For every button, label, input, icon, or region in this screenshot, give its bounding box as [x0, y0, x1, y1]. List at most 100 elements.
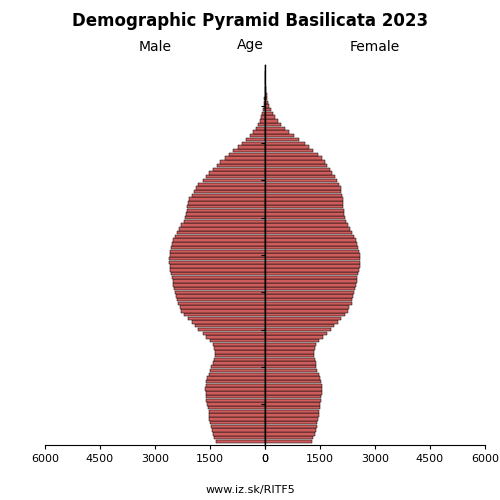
- Text: Male: Male: [138, 40, 172, 54]
- Bar: [198, 328, 265, 331]
- Bar: [265, 104, 270, 108]
- Bar: [206, 395, 265, 398]
- Bar: [206, 380, 265, 384]
- Bar: [265, 152, 318, 156]
- Bar: [229, 152, 265, 156]
- Bar: [265, 316, 342, 320]
- Bar: [210, 172, 265, 175]
- Bar: [265, 369, 318, 372]
- Bar: [208, 410, 265, 413]
- Bar: [265, 186, 340, 190]
- Bar: [265, 227, 350, 230]
- Bar: [265, 313, 345, 316]
- Bar: [209, 414, 265, 417]
- Bar: [265, 362, 316, 365]
- Bar: [208, 406, 265, 409]
- Bar: [265, 440, 312, 443]
- Bar: [265, 205, 344, 208]
- Bar: [265, 406, 320, 409]
- Bar: [215, 350, 265, 354]
- Bar: [258, 123, 265, 126]
- Bar: [174, 287, 265, 290]
- Bar: [265, 350, 314, 354]
- Bar: [256, 126, 265, 130]
- Bar: [215, 354, 265, 358]
- Bar: [265, 309, 348, 312]
- Bar: [262, 112, 265, 115]
- Bar: [265, 335, 323, 338]
- Bar: [265, 272, 358, 276]
- Bar: [208, 372, 265, 376]
- Bar: [192, 320, 265, 324]
- Bar: [265, 391, 322, 394]
- Bar: [214, 358, 265, 361]
- Bar: [265, 220, 345, 223]
- Bar: [182, 309, 265, 312]
- Bar: [265, 224, 348, 227]
- Bar: [190, 198, 265, 201]
- Bar: [265, 346, 314, 350]
- Bar: [212, 428, 265, 432]
- Bar: [179, 227, 265, 230]
- Bar: [186, 212, 265, 216]
- Bar: [263, 108, 265, 112]
- Bar: [265, 398, 321, 402]
- Bar: [205, 388, 265, 391]
- Bar: [265, 414, 318, 417]
- Bar: [188, 201, 265, 204]
- Bar: [265, 246, 358, 250]
- Bar: [265, 198, 342, 201]
- Bar: [265, 126, 285, 130]
- Bar: [265, 388, 322, 391]
- Bar: [265, 294, 353, 298]
- Bar: [196, 186, 265, 190]
- Bar: [264, 97, 265, 100]
- Bar: [250, 134, 265, 138]
- Bar: [206, 384, 265, 387]
- Bar: [265, 86, 266, 89]
- Bar: [210, 339, 265, 342]
- Bar: [265, 119, 278, 122]
- Bar: [265, 164, 328, 168]
- Bar: [224, 156, 265, 160]
- Bar: [170, 264, 265, 268]
- Bar: [265, 372, 319, 376]
- Bar: [196, 324, 265, 328]
- Bar: [265, 138, 300, 141]
- Bar: [265, 93, 266, 96]
- Bar: [265, 421, 318, 424]
- Bar: [265, 116, 276, 119]
- Bar: [170, 250, 265, 253]
- Bar: [216, 164, 265, 168]
- Bar: [265, 182, 339, 186]
- Bar: [170, 254, 265, 256]
- Bar: [265, 342, 316, 346]
- Bar: [220, 160, 265, 164]
- Bar: [185, 216, 265, 220]
- Bar: [265, 168, 330, 171]
- Bar: [265, 402, 320, 406]
- Bar: [260, 119, 265, 122]
- Bar: [265, 149, 314, 152]
- Bar: [210, 421, 265, 424]
- Bar: [265, 108, 271, 112]
- Bar: [265, 112, 272, 115]
- Bar: [177, 231, 265, 234]
- Bar: [265, 417, 318, 420]
- Bar: [178, 302, 265, 305]
- Bar: [242, 142, 265, 145]
- Bar: [206, 391, 265, 394]
- Bar: [265, 410, 319, 413]
- Bar: [265, 428, 316, 432]
- Bar: [265, 280, 356, 283]
- Bar: [202, 179, 265, 182]
- Bar: [265, 283, 356, 286]
- Bar: [265, 302, 352, 305]
- Bar: [184, 313, 265, 316]
- Bar: [265, 212, 344, 216]
- Bar: [265, 287, 355, 290]
- Bar: [194, 190, 265, 194]
- Bar: [172, 242, 265, 246]
- Bar: [175, 290, 265, 294]
- Bar: [246, 138, 265, 141]
